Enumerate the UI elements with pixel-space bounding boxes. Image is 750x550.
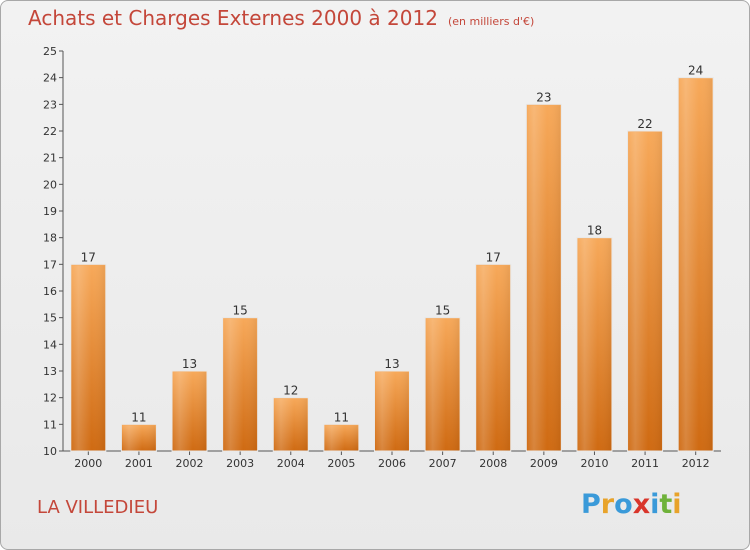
data-label: 13 — [384, 357, 399, 371]
y-tick-label: 22 — [43, 125, 57, 138]
x-tick-label: 2004 — [277, 457, 305, 470]
logo-letter: P — [581, 489, 601, 520]
y-tick-label: 21 — [43, 152, 57, 165]
data-label: 11 — [131, 410, 146, 424]
chart-subtitle: (en milliers d'€) — [447, 15, 535, 28]
data-label: 13 — [182, 357, 197, 371]
logo-letter: o — [614, 489, 633, 520]
x-tick-label: 2010 — [580, 457, 608, 470]
y-tick-label: 15 — [43, 312, 57, 325]
data-label: 15 — [435, 304, 450, 318]
x-tick-label: 2002 — [176, 457, 204, 470]
bar-shine — [375, 372, 409, 451]
bar-shine — [527, 105, 561, 451]
y-tick-label: 14 — [43, 338, 57, 351]
y-tick-label: 11 — [43, 418, 57, 431]
data-label: 24 — [688, 64, 703, 78]
y-tick-label: 17 — [43, 258, 57, 271]
chart-title-text: Achats et Charges Externes 2000 à 2012 — [28, 6, 438, 30]
data-label: 22 — [637, 117, 652, 131]
data-label: 18 — [587, 224, 602, 238]
y-tick-label: 25 — [43, 45, 57, 58]
bar-shine — [173, 372, 207, 451]
y-tick-label: 13 — [43, 365, 57, 378]
y-tick-label: 23 — [43, 98, 57, 111]
bar-shine — [628, 132, 662, 451]
chart-title: Achats et Charges Externes 2000 à 2012 (e… — [28, 6, 534, 30]
x-tick-label: 2008 — [479, 457, 507, 470]
data-labels: 17 11 13 15 12 11 13 15 17 23 18 22 24 — [81, 64, 704, 425]
x-tick-label: 2006 — [378, 457, 406, 470]
x-tick-label: 2003 — [226, 457, 254, 470]
y-tick-label: 10 — [43, 445, 57, 458]
bar-shine — [679, 78, 713, 452]
y-tick-label: 24 — [43, 72, 57, 85]
x-tick-label: 2012 — [682, 457, 710, 470]
proxiti-logo: Proxiti — [581, 489, 682, 520]
data-label: 12 — [283, 384, 298, 398]
x-tick-label: 2000 — [74, 457, 102, 470]
data-label: 17 — [486, 250, 501, 264]
x-tick-label: 2007 — [429, 457, 457, 470]
y-tick-label: 12 — [43, 392, 57, 405]
bar-shine — [274, 398, 308, 451]
logo-letter: r — [600, 489, 615, 520]
bar-shine — [71, 265, 105, 451]
data-label: 23 — [536, 90, 551, 104]
logo-letter: i — [672, 489, 682, 520]
y-tick-label: 19 — [43, 205, 57, 218]
y-tick-label: 20 — [43, 178, 57, 191]
logo-letter: x — [632, 489, 651, 520]
axes: 10 11 12 13 14 15 16 17 18 19 20 21 22 23 24 25 2000 2001… — [43, 45, 721, 470]
data-label: 15 — [233, 304, 248, 318]
bar-shine — [476, 265, 510, 451]
x-tick-label: 2009 — [530, 457, 558, 470]
x-tick-label: 2005 — [327, 457, 355, 470]
city-name: LA VILLEDIEU — [37, 497, 159, 518]
bar-shine — [577, 238, 611, 451]
bar-shine — [426, 318, 460, 451]
y-tick-label: 16 — [43, 285, 57, 298]
x-tick-label: 2001 — [125, 457, 153, 470]
bars — [70, 77, 714, 452]
logo-letter: i — [650, 489, 660, 520]
bar-shine — [324, 425, 358, 451]
data-label: 11 — [334, 410, 349, 424]
data-label: 17 — [81, 250, 96, 264]
bar-shine — [122, 425, 156, 451]
y-tick-label: 18 — [43, 232, 57, 245]
logo-letter: t — [659, 489, 673, 520]
x-tick-label: 2011 — [631, 457, 659, 470]
bar-shine — [223, 318, 257, 451]
